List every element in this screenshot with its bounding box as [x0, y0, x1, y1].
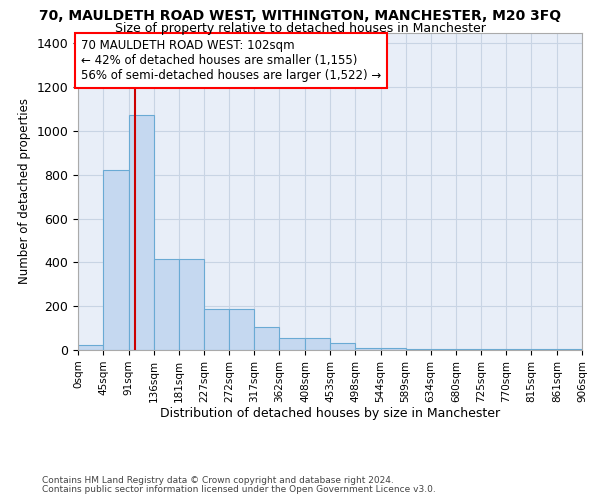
- Bar: [330, 344, 355, 350]
- Bar: [380, 348, 406, 350]
- Bar: [204, 310, 229, 350]
- Bar: [305, 338, 330, 350]
- Bar: [128, 114, 154, 350]
- Text: 70, MAULDETH ROAD WEST, WITHINGTON, MANCHESTER, M20 3FQ: 70, MAULDETH ROAD WEST, WITHINGTON, MANC…: [39, 9, 561, 23]
- X-axis label: Distribution of detached houses by size in Manchester: Distribution of detached houses by size …: [160, 408, 500, 420]
- Y-axis label: Number of detached properties: Number of detached properties: [18, 98, 31, 284]
- Bar: [532, 349, 557, 350]
- Text: 70 MAULDETH ROAD WEST: 102sqm
← 42% of detached houses are smaller (1,155)
56% o: 70 MAULDETH ROAD WEST: 102sqm ← 42% of d…: [81, 39, 381, 82]
- Bar: [179, 259, 204, 350]
- Bar: [557, 349, 582, 350]
- Bar: [481, 349, 506, 350]
- Bar: [456, 349, 481, 350]
- Bar: [154, 259, 179, 350]
- Text: Contains HM Land Registry data © Crown copyright and database right 2024.: Contains HM Land Registry data © Crown c…: [42, 476, 394, 485]
- Bar: [254, 327, 280, 350]
- Bar: [103, 170, 128, 350]
- Bar: [355, 348, 380, 350]
- Bar: [506, 349, 532, 350]
- Bar: [78, 344, 103, 350]
- Bar: [431, 349, 456, 350]
- Bar: [406, 349, 431, 350]
- Bar: [229, 310, 254, 350]
- Bar: [280, 338, 305, 350]
- Text: Size of property relative to detached houses in Manchester: Size of property relative to detached ho…: [115, 22, 485, 35]
- Text: Contains public sector information licensed under the Open Government Licence v3: Contains public sector information licen…: [42, 484, 436, 494]
